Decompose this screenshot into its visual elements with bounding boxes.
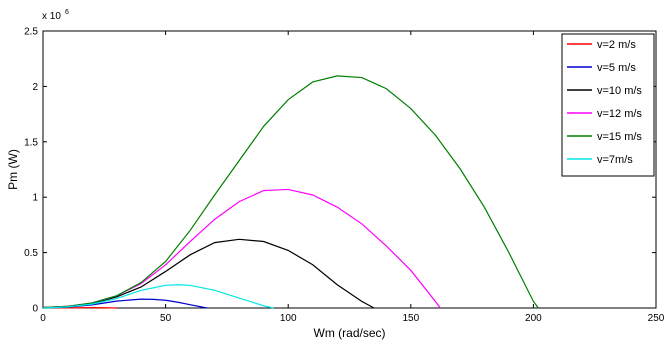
y-tick-label: 0 (32, 304, 38, 315)
y-exponent-power: 6 (65, 9, 69, 16)
legend-label: v=12 m/s (597, 108, 642, 120)
y-tick-label: 1.5 (24, 137, 38, 148)
legend-label: v=7m/s (597, 154, 633, 166)
x-tick-label: 250 (648, 313, 664, 324)
legend-label: v=15 m/s (597, 131, 642, 143)
y-tick-label: 1 (32, 193, 38, 204)
legend-box (561, 33, 655, 177)
x-tick-label: 0 (40, 313, 46, 324)
legend-label: v=5 m/s (597, 62, 636, 74)
series-layer (42, 75, 539, 309)
y-axis-title: Pm (W) (6, 149, 20, 190)
x-tick-label: 150 (402, 313, 419, 324)
y-tick-label: 0.5 (24, 248, 38, 259)
x-axis-title: Wm (rad/sec) (314, 326, 386, 340)
y-exponent-label: x 10 (42, 11, 61, 22)
x-tick-label: 100 (280, 313, 297, 324)
series-line (42, 284, 274, 309)
series-line (42, 238, 375, 309)
legend-label: v=2 m/s (597, 39, 636, 51)
x-tick-label: 50 (160, 313, 172, 324)
y-tick-label: 2 (32, 82, 38, 93)
x-axis-ticks: 0 50 100 150 200 250 (40, 31, 664, 324)
x-tick-label: 200 (525, 313, 542, 324)
series-line (42, 75, 539, 309)
legend: v=2 m/s v=5 m/s v=10 m/s v=12 m/s v=15 m/s v=… (561, 33, 655, 177)
legend-label: v=10 m/s (597, 85, 642, 97)
y-tick-label: 2.5 (24, 27, 38, 38)
